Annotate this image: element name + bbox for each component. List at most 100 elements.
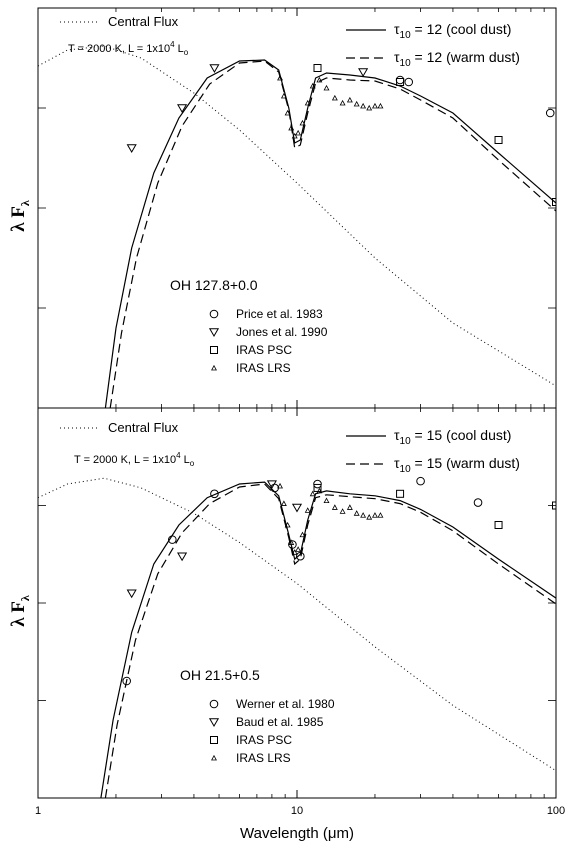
lrs-point bbox=[304, 507, 311, 513]
x-tick-label: 10 bbox=[291, 805, 303, 817]
legend-marker-triangle-small bbox=[211, 364, 217, 371]
data-point-square bbox=[396, 489, 405, 498]
lrs-point bbox=[323, 84, 330, 91]
data-point-circle bbox=[296, 551, 305, 561]
lrs-point bbox=[288, 124, 295, 131]
params-text: T = 2000 K, L = 1x104 Lo bbox=[68, 40, 189, 57]
line-legend-label: τ10 = 15 (warm dust) bbox=[394, 455, 520, 475]
lrs-point bbox=[284, 521, 291, 528]
marker-legend-label: Price et al. 1983 bbox=[236, 307, 323, 321]
data-point-circle bbox=[395, 75, 405, 85]
data-point-triangle-down bbox=[291, 503, 303, 513]
lrs-point bbox=[309, 82, 316, 89]
y-axis-label: λ Fλ bbox=[8, 595, 32, 627]
lrs-point bbox=[377, 102, 384, 109]
cool-dust-line bbox=[104, 59, 556, 408]
lrs-point bbox=[323, 497, 330, 504]
plot-frame bbox=[37, 7, 557, 409]
lrs-point bbox=[277, 74, 284, 81]
data-point-square bbox=[494, 521, 503, 529]
data-point-square bbox=[313, 64, 322, 72]
central-flux-label: Central Flux bbox=[108, 420, 179, 435]
central-flux-line bbox=[38, 45, 556, 387]
line-legend-label: τ10 = 15 (cool dust) bbox=[394, 427, 511, 447]
warm-dust-line bbox=[104, 483, 556, 798]
data-point-circle bbox=[122, 676, 131, 686]
data-point-triangle-down bbox=[358, 68, 369, 77]
lrs-point bbox=[353, 510, 360, 516]
lrs-point bbox=[295, 129, 302, 136]
data-point-circle bbox=[288, 540, 297, 549]
data-point-circle bbox=[545, 108, 555, 118]
params-text: T = 2000 K, L = 1x104 Lo bbox=[74, 451, 195, 468]
data-point-square bbox=[396, 78, 405, 86]
lrs-point bbox=[339, 508, 346, 514]
legend-marker-circle bbox=[209, 699, 219, 709]
shared-x-axis: 1 10 100 Wavelength (μm) bbox=[35, 805, 565, 842]
data-point-triangle-down bbox=[266, 480, 277, 490]
data-point-circle bbox=[404, 77, 414, 87]
legend-marker-triangle-small bbox=[211, 754, 217, 761]
x-tick-label: 100 bbox=[547, 805, 565, 817]
lrs-point bbox=[316, 76, 323, 83]
marker-legend-label: IRAS LRS bbox=[236, 361, 291, 375]
lrs-point bbox=[331, 504, 338, 510]
lrs-point bbox=[346, 96, 353, 103]
lrs-point bbox=[277, 482, 284, 489]
lrs-point bbox=[280, 500, 287, 506]
panel-top: λ Fλ Central Flux T = 2000 K, L = 1x104 Lo τ… bbox=[8, 7, 557, 409]
cool-dust-line bbox=[100, 481, 556, 798]
data-point-triangle-down bbox=[209, 64, 220, 73]
lrs-point bbox=[360, 102, 367, 109]
lrs-point bbox=[299, 531, 306, 538]
data-point-square bbox=[552, 198, 556, 206]
lrs-point bbox=[309, 490, 316, 497]
data-point-circle bbox=[210, 489, 219, 499]
object-label: OH 21.5+0.5 bbox=[180, 667, 260, 683]
lrs-point bbox=[295, 546, 302, 552]
lrs-point bbox=[371, 102, 378, 109]
data-point-circle bbox=[167, 535, 177, 544]
central-flux-label: Central Flux bbox=[108, 14, 179, 29]
line-legend-label: τ10 = 12 (warm dust) bbox=[394, 49, 520, 69]
marker-legend-label: Baud et al. 1985 bbox=[236, 715, 324, 729]
data-point-square bbox=[313, 483, 322, 492]
warm-dust-line bbox=[109, 60, 556, 408]
plot-area bbox=[38, 45, 556, 408]
data-point-triangle-down bbox=[126, 589, 137, 599]
data-point-triangle-down bbox=[177, 552, 188, 562]
lrs-point bbox=[377, 512, 384, 518]
marker-legend-label: IRAS PSC bbox=[236, 343, 292, 357]
lrs-point bbox=[366, 104, 373, 111]
central-flux-line bbox=[38, 477, 556, 772]
data-point-circle bbox=[416, 476, 425, 486]
lrs-point bbox=[280, 92, 287, 99]
lrs-point bbox=[331, 94, 338, 101]
y-axis-label: λ Fλ bbox=[8, 200, 32, 232]
lrs-point bbox=[366, 514, 373, 520]
lrs-point bbox=[339, 99, 346, 106]
lrs-point bbox=[360, 512, 367, 518]
lrs-point bbox=[288, 539, 295, 545]
lrs-point bbox=[299, 119, 306, 126]
lrs-point bbox=[346, 504, 353, 510]
x-axis-label: Wavelength (μm) bbox=[240, 825, 354, 842]
marker-legend-label: IRAS LRS bbox=[236, 751, 291, 765]
data-point-circle bbox=[473, 498, 483, 507]
legend-marker-square bbox=[210, 736, 218, 744]
data-point-triangle-down bbox=[177, 104, 188, 113]
marker-legend-label: IRAS PSC bbox=[236, 733, 292, 747]
lrs-point bbox=[291, 549, 298, 555]
lrs-point bbox=[304, 99, 311, 106]
data-point-square bbox=[494, 136, 503, 144]
data-point-triangle-down bbox=[126, 144, 137, 153]
x-tick-label: 1 bbox=[35, 805, 41, 817]
object-label: OH 127.8+0.0 bbox=[170, 277, 258, 293]
lrs-point bbox=[284, 109, 291, 116]
marker-legend-label: Jones et al. 1990 bbox=[236, 325, 328, 339]
panel-bottom: λ Fλ Central Flux T = 2000 K, L = 1x104 Lo τ… bbox=[8, 407, 557, 799]
line-legend-label: τ10 = 12 (cool dust) bbox=[394, 21, 511, 41]
legend-marker-circle bbox=[209, 309, 219, 319]
lrs-point bbox=[291, 132, 298, 139]
